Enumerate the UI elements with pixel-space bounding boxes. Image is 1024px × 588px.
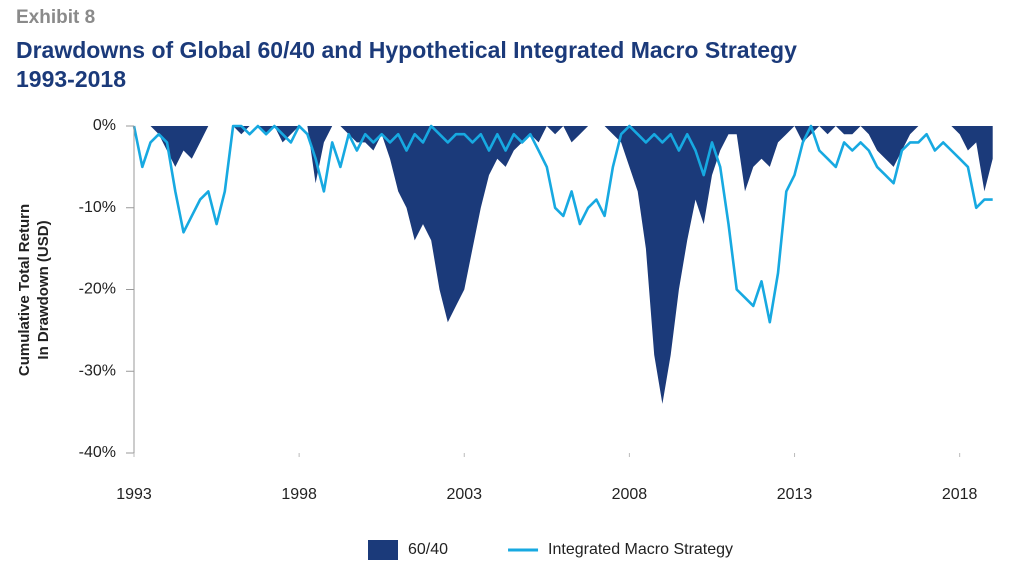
chart-title: 1993-2018 [16, 66, 126, 92]
legend-label: 60/40 [408, 541, 448, 558]
exhibit-label: Exhibit 8 [16, 7, 95, 28]
y-tick-label: 0% [93, 117, 116, 134]
y-tick-label: -20% [79, 281, 116, 298]
chart-title: Drawdowns of Global 60/40 and Hypothetic… [16, 37, 797, 63]
legend-swatch [368, 540, 398, 560]
x-tick-label: 2018 [942, 486, 978, 503]
drawdown-area [134, 126, 993, 404]
x-tick-label: 2013 [777, 486, 813, 503]
x-tick-label: 2008 [612, 486, 648, 503]
y-axis-label: Cumulative Total Return [16, 204, 33, 376]
legend-label: Integrated Macro Strategy [548, 541, 733, 558]
y-tick-label: -10% [79, 199, 116, 216]
x-tick-label: 1998 [281, 486, 317, 503]
y-axis-label: In Drawdown (USD) [35, 220, 52, 359]
y-tick-label: -40% [79, 444, 116, 461]
y-tick-label: -30% [79, 362, 116, 379]
x-tick-label: 1993 [116, 486, 152, 503]
x-tick-label: 2003 [446, 486, 482, 503]
drawdown-line [132, 124, 993, 324]
